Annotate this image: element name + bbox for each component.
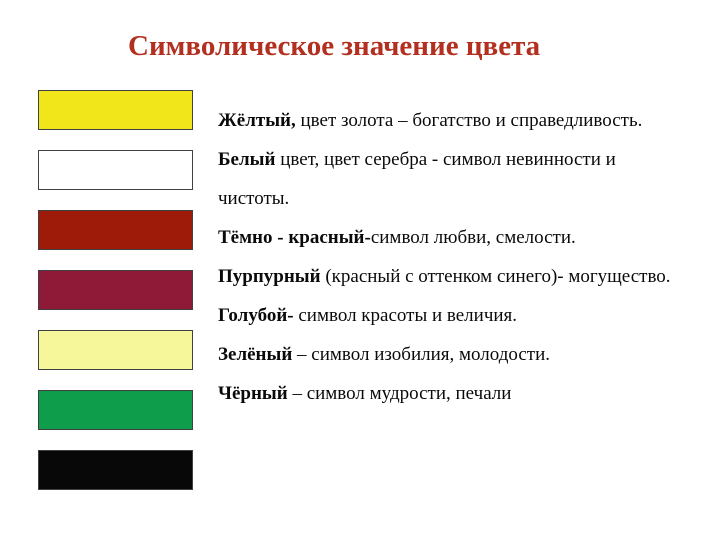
line-black: Чёрный – символ мудрости, печали (218, 375, 690, 414)
swatch-black (38, 450, 193, 490)
color-name: Чёрный (218, 383, 292, 404)
color-name: Тёмно - красный- (218, 227, 371, 248)
swatch-white (38, 150, 193, 190)
page-title: Символическое значение цвета (128, 28, 680, 66)
color-name: Голубой- (218, 305, 298, 326)
line-white: Белый цвет, цвет серебра - символ невинн… (218, 141, 690, 219)
description-column: Жёлтый, цвет золота – богатство и справе… (218, 102, 690, 414)
color-desc: (красный с оттенком синего)- могущество. (325, 266, 670, 287)
color-name: Пурпурный (218, 266, 325, 287)
color-desc: – символ мудрости, печали (292, 383, 511, 404)
color-name: Зелёный (218, 344, 297, 365)
swatch-green (38, 390, 193, 430)
color-desc: – символ изобилия, молодости. (297, 344, 550, 365)
line-green: Зелёный – символ изобилия, молодости. (218, 336, 690, 375)
line-blue: Голубой- символ красоты и величия. (218, 297, 690, 336)
line-yellow: Жёлтый, цвет золота – богатство и справе… (218, 102, 690, 141)
color-desc: символ красоты и величия. (298, 305, 517, 326)
line-purple: Пурпурный (красный с оттенком синего)- м… (218, 258, 690, 297)
swatch-purple (38, 270, 193, 310)
color-desc: символ любви, смелости. (371, 227, 576, 248)
swatch-darkred (38, 210, 193, 250)
swatch-yellow (38, 90, 193, 130)
color-desc: цвет золота – богатство и справедливость… (301, 110, 643, 131)
color-name: Жёлтый, (218, 110, 301, 131)
swatch-lightyellow (38, 330, 193, 370)
line-darkred: Тёмно - красный-символ любви, смелости. (218, 219, 690, 258)
color-name: Белый (218, 149, 280, 170)
swatch-column (38, 90, 193, 490)
